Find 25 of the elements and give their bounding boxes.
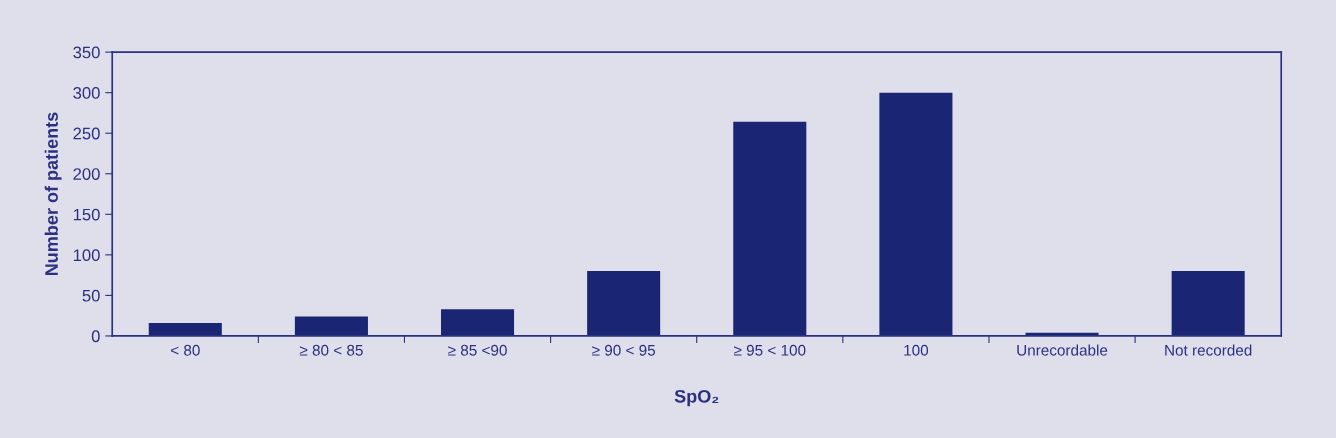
x-tick-label: Not recorded	[1165, 344, 1252, 356]
bar	[1171, 271, 1245, 336]
x-axis-title: SpO₂	[674, 389, 719, 407]
x-tick-label: 100	[904, 344, 929, 356]
y-tick-label: 0	[91, 330, 100, 343]
bar	[294, 316, 368, 336]
bar	[879, 92, 953, 336]
y-tick-label: 300	[73, 87, 100, 99]
bar	[733, 121, 807, 336]
bar	[148, 322, 222, 336]
x-tick-label: ≥ 90 < 95	[592, 344, 656, 356]
bar	[587, 271, 661, 336]
x-tick-label: < 80	[170, 344, 200, 356]
x-tick-label: ≥ 95 < 100	[734, 344, 806, 356]
bar	[441, 309, 515, 336]
y-tick-label: 150	[73, 208, 100, 221]
x-tick-label: ≥ 85 <90	[448, 344, 507, 356]
y-tick-label: 350	[73, 46, 100, 59]
y-tick-label: 200	[73, 168, 100, 180]
y-tick-label: 100	[73, 249, 100, 262]
y-axis-title: Number of patients	[44, 112, 62, 276]
x-tick-label: Unrecordable	[1017, 344, 1108, 356]
y-tick-label: 50	[82, 289, 100, 302]
x-tick-label: ≥ 80 < 85	[299, 344, 363, 356]
y-tick-label: 250	[73, 127, 100, 140]
